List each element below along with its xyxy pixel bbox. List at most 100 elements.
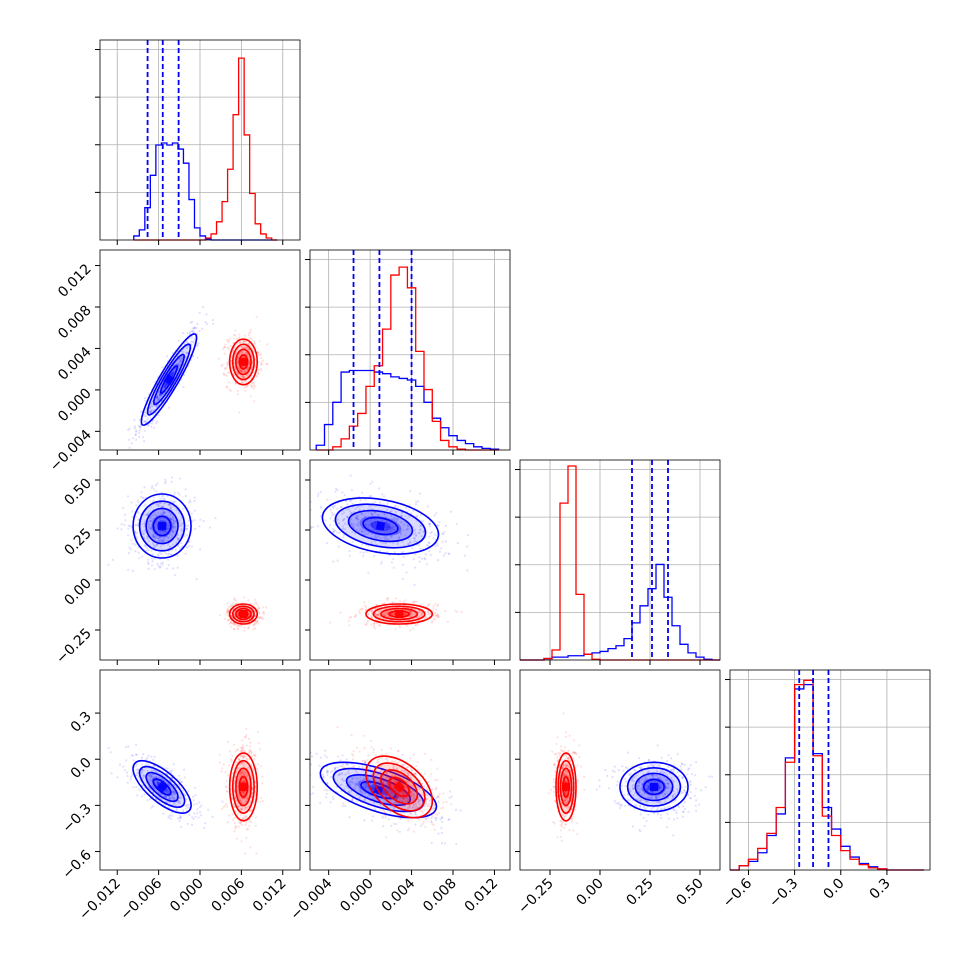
density-series_b [228,338,259,386]
contour-series_b [235,348,252,376]
scatter-panel-1-3 [309,669,511,871]
contour-series_b [380,769,419,805]
scatter-points-series_b [336,726,453,839]
contour-series_a [138,500,186,552]
contour-series_a [619,761,689,813]
scatter-panel-2-3 [519,669,721,871]
contour-series_b [238,354,249,370]
histogram-series-b [730,679,924,871]
contour-series_b [380,607,419,621]
contour-series_a [152,778,172,796]
y-tick-label: 0.50 [61,476,94,509]
y-tick-label: 0.00 [61,576,94,609]
corner-plot-root: −0.012−0.006 0.000 0.006 0.012−0.004 0.000 0.… [47,39,931,924]
x-tick-label: 0.004 [379,875,419,915]
contour-series_a [362,516,399,536]
contour-series_b [365,603,434,625]
density-series_b [365,755,434,819]
contour-series_b [388,610,410,618]
y-tick-label: −0.25 [53,626,95,668]
contour-series_b [231,759,255,814]
x-tick-label: −0.25 [515,876,557,918]
y-tick-label: 0.000 [55,385,95,425]
scatter-points-series_b [217,315,269,414]
x-tick-label: 0.50 [673,876,706,909]
contour-series_a [145,771,179,803]
contour-series_b [555,752,577,822]
y-tick-label: 0.012 [55,261,95,301]
contour-series_a [138,765,186,808]
contour-series_b [228,752,259,822]
panel-frame [519,669,721,871]
panel-content [107,728,264,855]
contour-series_a [140,333,198,426]
contour-series_b [231,343,255,381]
panel-content [547,712,714,842]
panel-frame [519,459,721,661]
contour-series_a [145,507,179,545]
contour-series_b [238,775,249,798]
panel-frame [99,459,301,661]
contour-series_a [321,497,440,555]
y-tick-label: 0.3 [68,709,95,736]
x-tick-label: 0.006 [209,875,249,915]
density-series_a [619,761,689,813]
panel-frame [99,669,301,871]
panel-frame [309,669,511,871]
panel-frame [99,249,301,451]
scatter-points-series_a [107,476,217,581]
x-tick-label: −0.006 [117,875,165,923]
contour-series_b [365,755,434,819]
contour-series_b [557,759,575,814]
density-series_a [321,497,440,555]
contour-series_b [231,605,255,623]
y-tick-label: 0.008 [55,303,95,343]
histogram-series-a [520,563,720,661]
contour-series_a [152,353,185,406]
contour-series_b [388,776,410,797]
histogram-series-a [315,369,500,450]
histogram-panel-1 [305,249,511,451]
panel-content [310,474,469,632]
contour-series_a [132,759,192,814]
density-series_b [555,752,577,822]
x-tick-label: 0.012 [250,876,290,916]
density-series_a [132,759,192,814]
y-tick-label: −0.3 [59,801,94,836]
y-tick-label: −0.6 [59,847,94,882]
histogram-series-b [316,266,499,451]
scatter-panel-0-3 [99,669,301,871]
histogram-series-a [133,142,278,241]
panel-content [310,726,462,846]
contour-series_a [159,365,179,395]
x-tick-label: 0.0 [821,876,848,903]
contour-series_b [372,762,426,812]
x-tick-label: 0.012 [462,876,502,916]
scatter-panel-0-1 [99,249,301,451]
x-tick-label: −0.3 [766,876,801,911]
density-series_a [132,493,192,559]
contour-series_a [626,767,682,807]
x-tick-label: 0.000 [167,876,207,916]
contour-series_a [132,493,192,559]
contour-series_b [562,775,570,798]
x-tick-label: −0.004 [288,875,336,923]
density-series_a [140,333,198,426]
contour-series_b [228,603,259,625]
contour-series_a [319,761,438,819]
panel-frame [309,459,511,661]
contour-series_b [372,605,426,623]
x-tick-label: 0.25 [623,876,656,909]
contour-series_b [235,767,252,807]
contour-series_b [228,338,259,386]
density-series_b [228,603,259,625]
y-tick-label: 0.25 [61,526,94,559]
contour-series_a [345,773,412,807]
histogram-panel-3 [725,669,931,871]
y-tick-label: −0.004 [47,427,95,475]
density-series_b [365,603,434,625]
panel-content [127,306,269,449]
panel-frame [309,249,511,451]
histogram-series-a [730,683,924,871]
x-tick-label: −0.012 [76,876,124,924]
